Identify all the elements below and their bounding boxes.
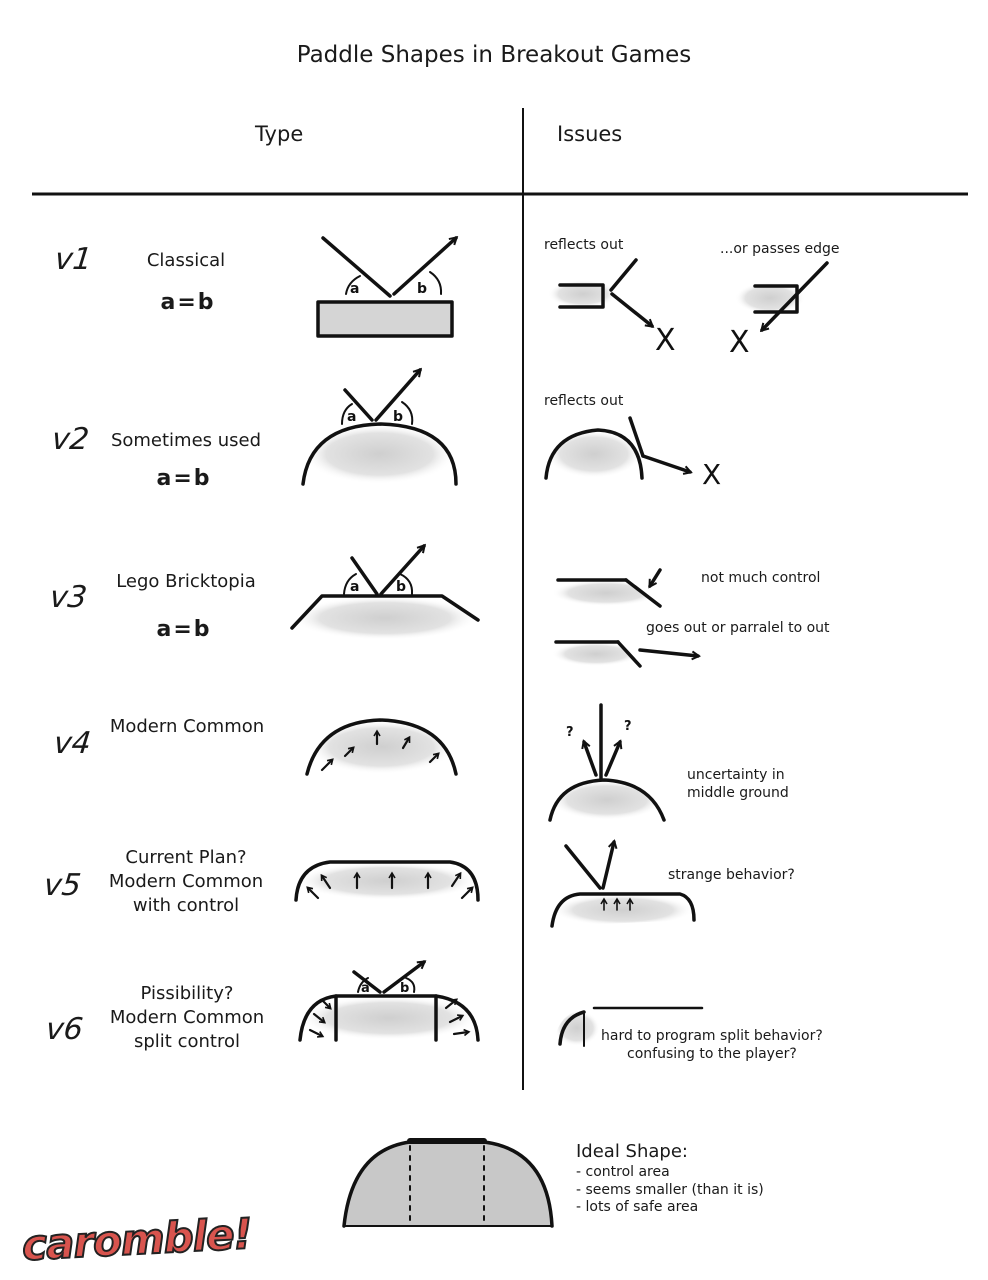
row-v3-issue-1: not much control [701, 569, 820, 587]
row-v5-version: v5 [42, 868, 83, 903]
ideal-shape-title: Ideal Shape: [576, 1141, 688, 1162]
row-v4-issue-line-2: middle ground [687, 784, 789, 802]
v6-angle-a: a [361, 981, 370, 996]
ideal-item: - seems smaller (than it is) [576, 1182, 764, 1200]
row-v1-issue-1: reflects out [544, 236, 623, 254]
row-v3-name-line: Lego Bricktopia [86, 570, 286, 594]
ideal-item: - control area [576, 1164, 764, 1182]
row-v6-issue-line-2: confusing to the player? [601, 1045, 823, 1063]
row-v3-version: v3 [48, 580, 89, 615]
v5-issue-sketch [552, 842, 694, 926]
v2-paddle-sketch [303, 370, 456, 484]
row-v3-issue-2: goes out or parralel to out [646, 619, 830, 637]
row-v5-name-line-2: Modern Common [86, 870, 286, 894]
ideal-shape-sketch [344, 1141, 552, 1226]
v2-angle-a: a [347, 409, 356, 425]
ideal-item: - lots of safe area [576, 1199, 764, 1217]
column-header-issues: Issues [557, 122, 622, 146]
row-v6-name-line-3: split control [87, 1030, 287, 1054]
v1-miss-mark-2: X [729, 325, 750, 360]
v1-paddle-sketch [318, 238, 456, 336]
row-v6-version: v6 [44, 1012, 85, 1047]
v2-angle-b: b [393, 409, 403, 425]
v6-paddle-sketch [300, 962, 478, 1040]
row-v5-name: Current Plan? Modern Common with control [86, 846, 286, 918]
v4-issue-sketch [550, 705, 664, 820]
v3-angle-b: b [396, 579, 406, 595]
row-v6-issue-line-1: hard to program split behavior? [601, 1027, 823, 1045]
row-v4-name-line: Modern Common [87, 715, 287, 739]
svg-text:?: ? [566, 725, 574, 740]
row-v6-issue: hard to program split behavior? confusin… [601, 1027, 823, 1063]
row-v4-issue: uncertainty in middle ground [687, 766, 789, 802]
row-v2-name-line: Sometimes used [86, 429, 286, 453]
v3-angle-a: a [350, 579, 359, 595]
v4-paddle-sketch [307, 720, 456, 774]
v5-paddle-sketch [296, 862, 478, 900]
row-v1-name: Classical [86, 249, 286, 273]
v1-angle-b: b [417, 281, 427, 297]
v1-issue-sketch [548, 260, 827, 330]
v6-angle-b: b [400, 981, 409, 996]
column-header-type: Type [255, 122, 303, 146]
v1-miss-mark-1: X [655, 323, 676, 358]
row-v1-issue-2: ...or passes edge [720, 240, 840, 258]
row-v2-equation: a=b [124, 466, 244, 491]
row-v6-name: Pissibility? Modern Common split control [87, 982, 287, 1054]
row-v3-equation: a=b [124, 617, 244, 642]
row-v3-name: Lego Bricktopia [86, 570, 286, 594]
row-v2-version: v2 [50, 422, 91, 457]
row-v4-issue-line-1: uncertainty in [687, 766, 789, 784]
page-title: Paddle Shapes in Breakout Games [0, 42, 988, 68]
ideal-shape-list: - control area - seems smaller (than it … [576, 1164, 764, 1217]
svg-text:?: ? [624, 719, 632, 734]
v2-miss-mark: X [702, 458, 721, 491]
row-v5-name-line-3: with control [86, 894, 286, 918]
row-v6-name-line-1: Pissibility? [87, 982, 287, 1006]
v1-angle-a: a [350, 281, 359, 297]
row-v5-issue: strange behavior? [668, 866, 795, 884]
row-v1-equation: a=b [128, 290, 248, 315]
row-v5-name-line-1: Current Plan? [86, 846, 286, 870]
v3-issue-sketch [552, 570, 698, 666]
v2-issue-sketch [546, 418, 690, 478]
row-v1-name-line: Classical [86, 249, 286, 273]
row-v2-issue-1: reflects out [544, 392, 623, 410]
v3-paddle-sketch [292, 546, 478, 640]
row-v6-name-line-2: Modern Common [87, 1006, 287, 1030]
row-v2-name: Sometimes used [86, 429, 286, 453]
row-v4-name: Modern Common [87, 715, 287, 739]
